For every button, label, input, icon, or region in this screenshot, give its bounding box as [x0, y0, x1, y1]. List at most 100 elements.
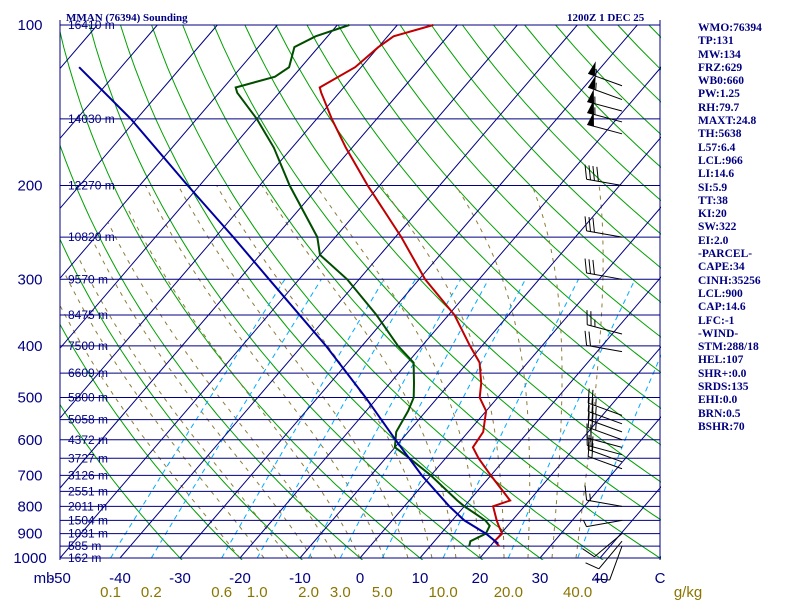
height-label: 162 m: [68, 551, 101, 565]
moist-adiabat-line: [126, 207, 361, 559]
pressure-tick-label: 400: [17, 338, 42, 355]
height-label: 7500 m: [68, 339, 108, 353]
isotherms: [60, 24, 661, 559]
moist-adiabat-line: [177, 185, 409, 559]
wind-barb-half-feather: [595, 398, 597, 406]
dry-adiabat-line: [60, 403, 183, 560]
dry-adiabat-line: [60, 29, 424, 560]
station-title: MMAN (76394) Sounding: [66, 12, 188, 24]
wind-barb-feather: [584, 330, 588, 346]
mixing-ratio-tick-label: 0.1: [100, 584, 121, 600]
height-label: 2551 m: [68, 484, 108, 498]
wind-barb: [587, 405, 623, 433]
index-item: L57:6.4: [698, 141, 736, 154]
wind-barb-half-feather: [594, 319, 596, 327]
dry-adiabat-line: [306, 24, 661, 409]
wind-barb: [587, 396, 623, 425]
isotherm-line: [60, 24, 218, 210]
pressure-tick-label: 100: [17, 17, 42, 34]
index-item: TT:38: [698, 194, 728, 207]
index-item: LCL:900: [698, 287, 743, 300]
wind-barb-staff: [586, 178, 623, 186]
wind-barb-half-feather: [595, 68, 597, 77]
pressure-tick-label: 700: [17, 467, 42, 484]
moist-adiabat-line: [78, 258, 289, 559]
index-item: BRN:0.5: [698, 407, 741, 420]
sounding-series: [78, 24, 512, 547]
wind-barb-feather: [588, 259, 591, 274]
wind-barb-half-feather: [589, 493, 591, 501]
index-item: TP:131: [698, 35, 734, 48]
wind-barb-staff: [609, 545, 623, 581]
wind-barb: [587, 412, 623, 441]
wind-barb-staff: [588, 449, 623, 463]
mixing-ratio-tick-label: 20.0: [494, 584, 523, 600]
wind-barb-feather: [584, 164, 588, 180]
wind-barb-feather: [588, 165, 591, 180]
height-label: 14030 m: [68, 112, 115, 126]
index-item: SRDS:135: [698, 381, 749, 394]
index-item: SW:322: [698, 221, 737, 234]
index-item: LCL:966: [698, 154, 743, 167]
wind-barb-feather: [591, 443, 594, 458]
mixing-ratio-tick-label: 1.0: [247, 584, 268, 600]
wind-barb-feather: [587, 388, 590, 404]
wind-barb-staff: [586, 230, 623, 238]
wind-barb-feather: [586, 310, 588, 325]
height-label: 585 m: [68, 539, 101, 553]
wind-barb-feather: [584, 258, 588, 274]
wind-barb-feather: [592, 166, 595, 181]
isotherm-line: [419, 276, 661, 559]
wind-barb-feather: [595, 578, 610, 581]
temperature-tick-label: 30: [532, 570, 549, 587]
wind-barb-feather: [587, 441, 590, 457]
wind-barb-half-feather: [582, 519, 587, 527]
wind-barb-feather: [591, 398, 594, 413]
dry-adiabat-line: [60, 323, 243, 560]
isobars: [59, 20, 661, 560]
height-label: 2011 m: [68, 499, 107, 513]
dry-adiabat-line: [89, 24, 484, 560]
isotherm-line: [359, 206, 661, 559]
wind-barb: [588, 75, 623, 101]
isotherm-line: [479, 346, 661, 559]
dry-adiabat-line: [151, 24, 604, 560]
isotherm-line: [60, 24, 338, 349]
pressure-tick-label: 200: [17, 177, 42, 194]
wind-barb-pennant: [588, 61, 596, 76]
mixing-ratio-unit-label: g/kg: [674, 584, 702, 600]
pressure-tick-label: 1000: [13, 550, 46, 567]
temperature-tick-label: -20: [229, 570, 251, 587]
height-label: 16410 m: [68, 18, 115, 32]
height-label: 1504 m: [68, 513, 108, 527]
height-label: 3727 m: [68, 451, 108, 465]
isotherm-line: [60, 24, 458, 489]
index-item: STM:288/18: [698, 341, 759, 354]
mixing-ratio-line: [507, 279, 636, 559]
wind-barb-feather: [588, 217, 591, 232]
wind-barb-feather: [584, 485, 588, 501]
wind-barb-staff: [586, 344, 623, 353]
mixing-ratio-tick-label: 0.6: [211, 584, 232, 600]
wind-barb-half-feather: [595, 422, 597, 431]
mixing-ratio-tick-label: 10.0: [429, 584, 458, 600]
mixing-ratio-tick-label: 40.0: [563, 584, 592, 600]
wind-barb-staff: [586, 499, 623, 507]
wind-barb: [587, 441, 623, 470]
height-label: 10820 m: [68, 230, 115, 244]
pressure-tick-label: 300: [17, 271, 42, 288]
moist-adiabat-line: [92, 241, 313, 559]
index-item: CINH:35256: [698, 274, 761, 287]
wind-barb-staff: [587, 324, 623, 335]
index-item: CAPE:34: [698, 261, 745, 274]
index-item: TH:5638: [698, 128, 742, 141]
wind-barb-staff: [588, 455, 623, 470]
wind-barb-feather: [592, 217, 595, 233]
mixing-ratio-tick-label: 2.0: [298, 584, 319, 600]
index-item: LFC:-1: [698, 314, 735, 327]
temperature-tick-label: -50: [49, 570, 71, 587]
height-label: 9570 m: [68, 272, 108, 286]
temperature-tick-label: 10: [412, 570, 429, 587]
mixing-ratio-line: [308, 279, 462, 559]
stability-indices: WMO:76394 TP:131 MW:134 FRZ:629 WB0:660 PW:1.…: [698, 22, 798, 434]
